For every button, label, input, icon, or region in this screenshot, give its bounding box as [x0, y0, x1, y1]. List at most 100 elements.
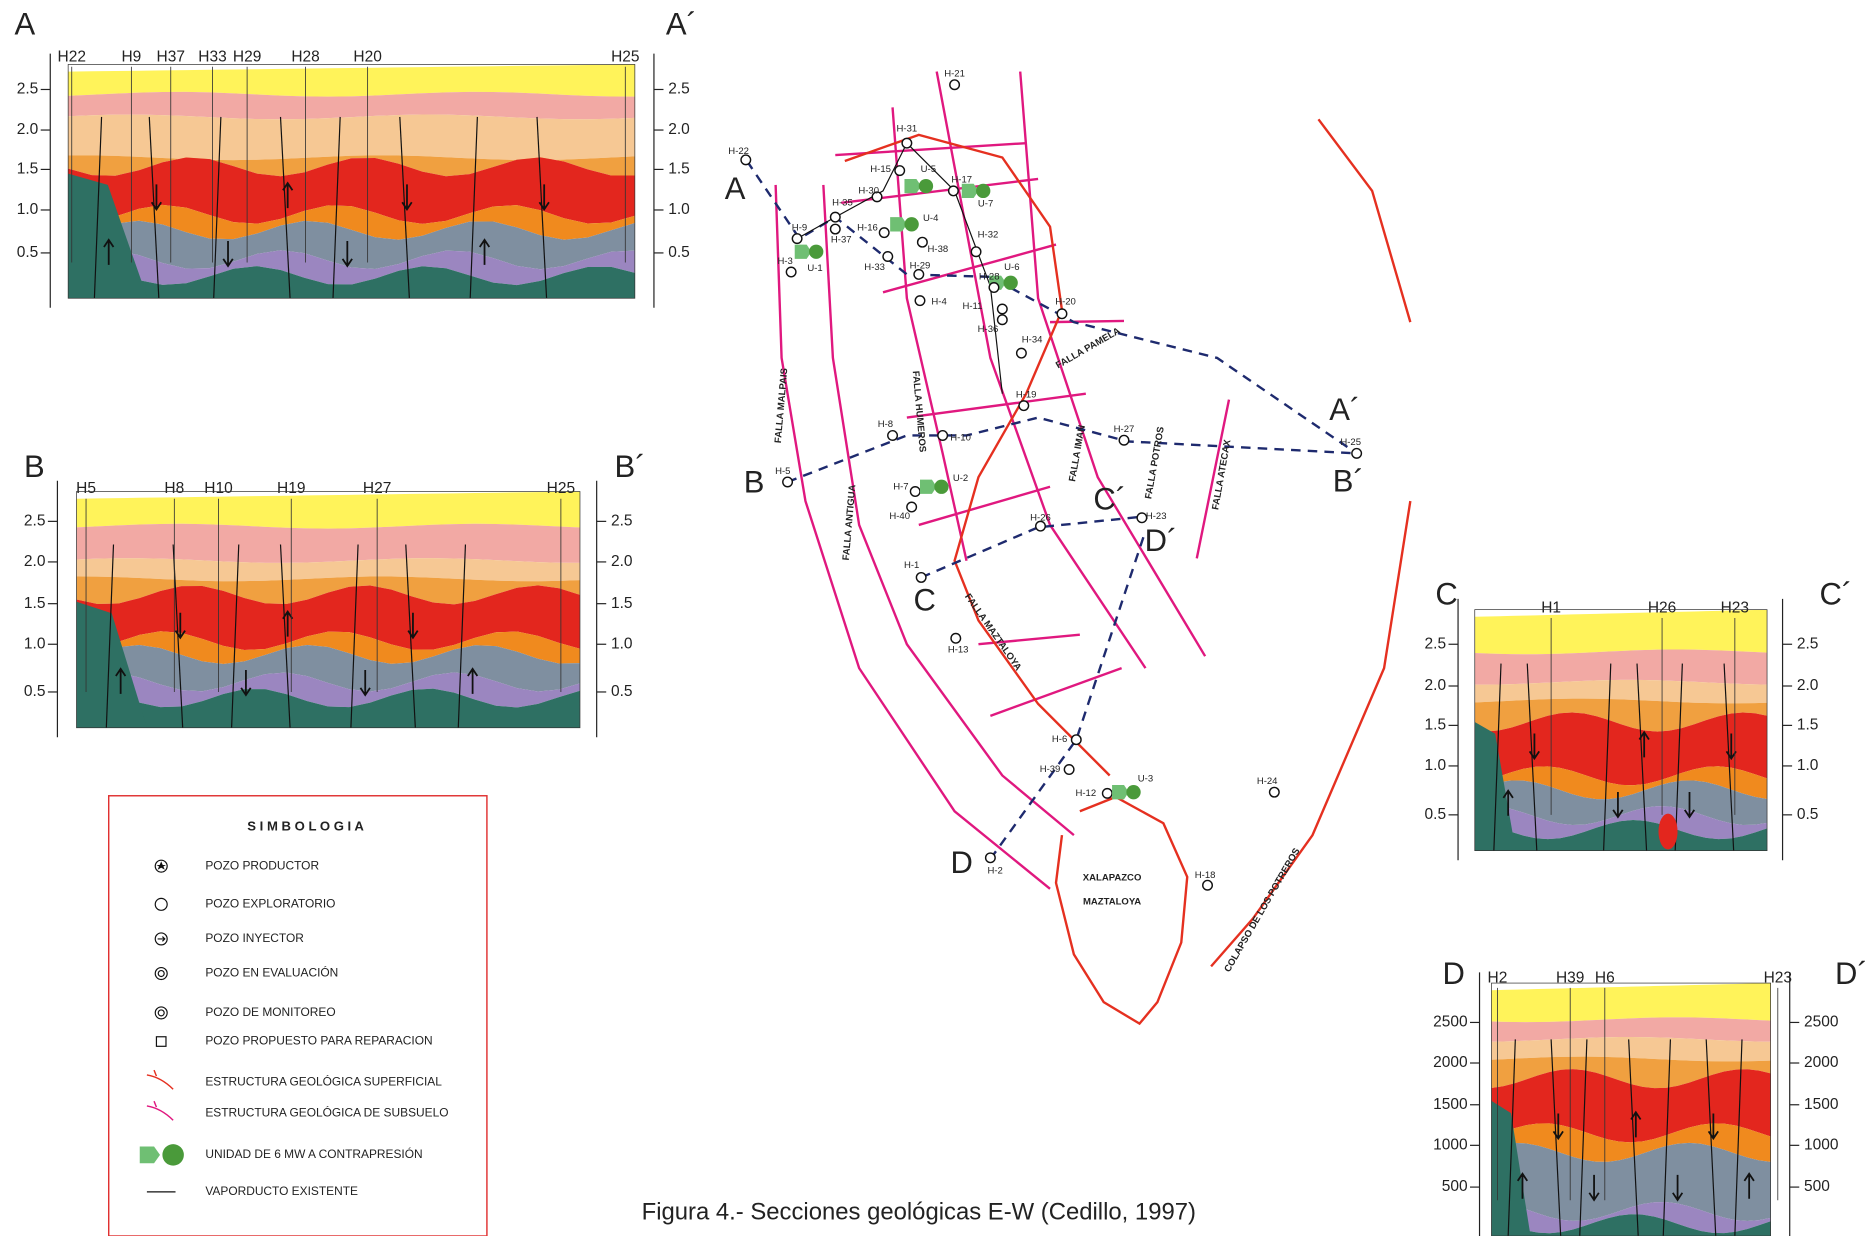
depth-label: 0.5: [668, 244, 690, 261]
section-endpoint: A: [725, 171, 746, 206]
layer: [77, 492, 580, 529]
depth-label: 1.5: [1425, 716, 1447, 733]
well: [938, 431, 948, 441]
unit-generator: [976, 184, 990, 198]
depth-label: 500: [1442, 1178, 1468, 1195]
section-end: D´: [1835, 956, 1868, 991]
anomaly: [1658, 814, 1677, 850]
section-endpoint: A´: [1329, 392, 1360, 427]
well: [831, 212, 841, 222]
layer: [1491, 1037, 1770, 1061]
well-label: H-38: [928, 244, 949, 255]
legend-symbol: [156, 1037, 166, 1047]
well: [883, 252, 893, 262]
depth-label: 1.5: [611, 595, 633, 612]
well-label: H-33: [864, 262, 885, 273]
unit-generator: [919, 179, 933, 193]
well: [918, 237, 928, 247]
section-start: A: [14, 6, 35, 41]
subsurface-fault: [907, 394, 1086, 418]
depth-label: 2.5: [1425, 635, 1447, 652]
well: [1119, 435, 1129, 445]
depth-label: 1.0: [1797, 757, 1819, 774]
legend-symbol: [155, 1007, 167, 1019]
well: [989, 283, 999, 293]
well: [1064, 765, 1074, 775]
legend-symbol: [155, 898, 167, 910]
legend-item: ESTRUCTURA GEOLÓGICA SUPERFICIAL: [205, 1073, 442, 1088]
unit-symbol: [890, 217, 907, 231]
well-label: H-28: [979, 271, 1000, 282]
well: [792, 234, 802, 244]
well-label: H2: [1488, 969, 1508, 986]
section-endpoint: B´: [1333, 463, 1364, 498]
well-label: H25: [547, 480, 575, 497]
depth-label: 2.5: [1797, 635, 1819, 652]
well-label: H-9: [792, 222, 807, 233]
well-label: H-15: [870, 164, 891, 175]
well-label: H6: [1595, 969, 1615, 986]
well-label: H-1: [904, 560, 919, 571]
well-label: U-4: [923, 213, 939, 224]
subsurface-fault: [1020, 72, 1205, 657]
depth-label: 500: [1804, 1178, 1830, 1195]
legend-item: POZO EN EVALUACIÓN: [205, 965, 338, 980]
depth-label: 0.5: [24, 683, 46, 700]
well: [1072, 735, 1082, 745]
subsurface-fault: [990, 668, 1121, 716]
well-label: H-13: [948, 645, 969, 656]
well-label: H-36: [978, 324, 999, 335]
unit-symbol: [1112, 785, 1129, 799]
fault-label: FALLA IMAN: [1067, 424, 1088, 483]
fault-label: FALLA ANTIGUA: [841, 484, 859, 561]
depth-label: 2.5: [668, 81, 690, 98]
well: [902, 138, 912, 148]
well-label: H-7: [893, 481, 908, 492]
well-label: U-5: [921, 164, 936, 175]
fault-label: COLAPSO DE LOS POTREROS: [1222, 846, 1302, 974]
well-label: U-6: [1004, 262, 1019, 273]
well-label: H-5: [775, 466, 790, 477]
layer: [68, 64, 635, 96]
well-label: H-11: [963, 301, 983, 312]
surface-structure: [1211, 501, 1410, 966]
section-end: C´: [1820, 577, 1853, 612]
surface-structure: [1056, 797, 1187, 1024]
well-label: H19: [277, 480, 305, 497]
well-label: H37: [157, 48, 185, 65]
legend-item: UNIDAD DE 6 MW A CONTRAPRESIÓN: [205, 1146, 422, 1161]
legend-item: POZO DE MONITOREO: [205, 1005, 335, 1019]
section-trace: [921, 517, 1143, 578]
well-label: H-30: [858, 185, 879, 196]
well-label: H-31: [897, 123, 918, 134]
well: [879, 228, 889, 238]
depth-label: 1.0: [611, 635, 633, 652]
layer: [1475, 650, 1767, 685]
well-label: H29: [233, 48, 261, 65]
fault-label: FALLA HUMEROS: [910, 370, 928, 452]
depth-label: 1000: [1804, 1136, 1839, 1153]
layer: [1491, 983, 1770, 1022]
legend-title: S I M B O L O G I A: [247, 818, 364, 833]
depth-label: 2.5: [17, 81, 39, 98]
depth-label: 1.5: [1797, 716, 1819, 733]
unit-symbol: [920, 480, 937, 494]
well-label: H-8: [878, 419, 893, 430]
well-label: H-40: [889, 511, 910, 522]
well: [1103, 789, 1113, 799]
well-label: H-34: [1022, 335, 1043, 346]
well-label: H-25: [1340, 437, 1361, 448]
legend-item: POZO INYECTOR: [205, 931, 304, 945]
well-label: H-16: [857, 222, 878, 233]
well: [998, 315, 1008, 325]
well-label: H-12: [1075, 788, 1096, 799]
unit-generator: [934, 480, 948, 494]
depth-label: 2.0: [611, 553, 633, 570]
legend-symbol: [155, 968, 167, 980]
well: [971, 247, 981, 257]
well-label: H8: [164, 480, 184, 497]
depth-label: 2.5: [24, 512, 46, 529]
well-label: H-2: [987, 865, 1002, 876]
well: [786, 267, 796, 277]
depth-label: 2000: [1804, 1054, 1839, 1071]
